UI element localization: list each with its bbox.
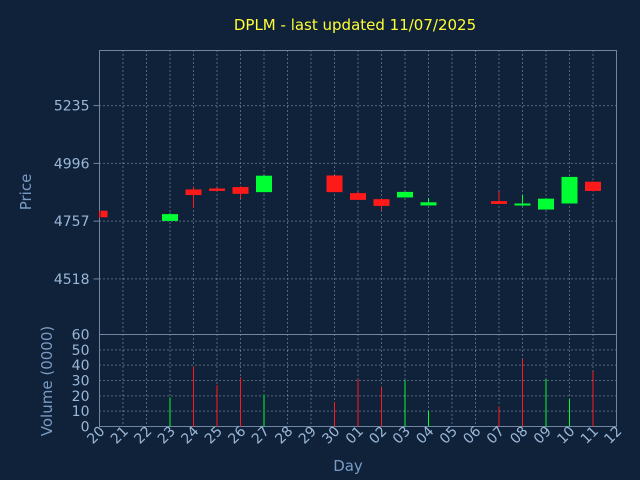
- candle-08: [514, 195, 531, 206]
- chart-title: DPLM - last updated 11/07/2025: [234, 16, 476, 34]
- candle-body: [350, 193, 366, 200]
- candle-body: [162, 214, 178, 221]
- volume-tick-label: 60: [72, 328, 90, 344]
- candle-body: [514, 203, 531, 206]
- candle-body: [256, 175, 272, 193]
- volume-bars: [169, 359, 594, 427]
- candle-11: [585, 181, 601, 192]
- candle-body: [326, 175, 343, 193]
- day-label: 03: [390, 424, 414, 448]
- candle-24: [185, 186, 202, 208]
- volume-tick-label: 30: [72, 374, 90, 390]
- day-label: 26: [225, 423, 249, 447]
- candle-04: [420, 197, 437, 206]
- price-axis-title: Price: [17, 174, 35, 211]
- volume-tick-label: 0: [81, 420, 90, 436]
- day-label: 07: [484, 424, 508, 448]
- price-tick-label: 4757: [54, 214, 90, 230]
- day-label: 22: [131, 424, 155, 448]
- day-label: 28: [272, 424, 296, 448]
- day-label: 25: [202, 424, 226, 448]
- candle-body: [585, 181, 601, 191]
- price-tick-label: 4996: [54, 156, 90, 172]
- candle-body: [209, 188, 225, 191]
- x-axis-title: Day: [333, 457, 363, 475]
- candle-body: [185, 189, 202, 196]
- candle-23: [162, 213, 178, 221]
- candle-02: [373, 199, 390, 211]
- candle-body: [100, 210, 108, 218]
- candle-body: [538, 198, 554, 210]
- day-label: 29: [296, 424, 320, 448]
- price-grid: [93, 50, 617, 335]
- candle-body: [373, 199, 390, 206]
- day-label: 11: [578, 424, 602, 448]
- day-label: 06: [460, 423, 484, 447]
- day-labels: 20 21 22 23 24 25 26 27 28 29 30 01 02 03 04 05 06 07 08 09…: [84, 423, 625, 447]
- candle-03: [397, 191, 413, 198]
- day-label: 23: [155, 424, 179, 448]
- volume-tick-label: 50: [72, 343, 90, 359]
- candle-body: [397, 191, 413, 198]
- price-tick-labels: 4518 4757 4996 5235: [54, 99, 90, 288]
- candle-body: [491, 201, 507, 204]
- price-tick-label: 4518: [54, 272, 90, 288]
- candle-09: [538, 198, 554, 210]
- volume-tick-label: 10: [72, 404, 90, 420]
- price-tick-label: 5235: [54, 99, 90, 115]
- candle-27: [256, 175, 272, 193]
- candle-01: [350, 191, 366, 200]
- volume-axis-title: Volume (0000): [38, 326, 56, 436]
- day-label: 01: [343, 424, 367, 448]
- candle-20: [99, 210, 108, 218]
- day-label: 10: [554, 424, 578, 448]
- candle-body: [232, 187, 249, 194]
- day-label: 08: [507, 424, 531, 448]
- candle-body: [561, 176, 578, 204]
- day-label: 09: [531, 424, 555, 448]
- candle-07: [491, 191, 507, 204]
- candle-30: [326, 175, 343, 193]
- day-label: 27: [249, 424, 273, 448]
- volume-tick-label: 20: [72, 389, 90, 405]
- day-label: 24: [178, 423, 202, 447]
- candle-body: [420, 202, 437, 206]
- day-label: 04: [413, 423, 437, 447]
- day-label: 30: [319, 424, 343, 448]
- day-label: 21: [108, 424, 132, 448]
- candle-26: [232, 186, 249, 199]
- candle-25: [209, 187, 225, 191]
- day-label: 12: [601, 424, 625, 448]
- candles: [99, 175, 601, 221]
- day-label: 02: [366, 424, 390, 448]
- volume-tick-label: 40: [72, 358, 90, 374]
- day-label: 05: [437, 424, 461, 448]
- candle-10: [561, 176, 578, 204]
